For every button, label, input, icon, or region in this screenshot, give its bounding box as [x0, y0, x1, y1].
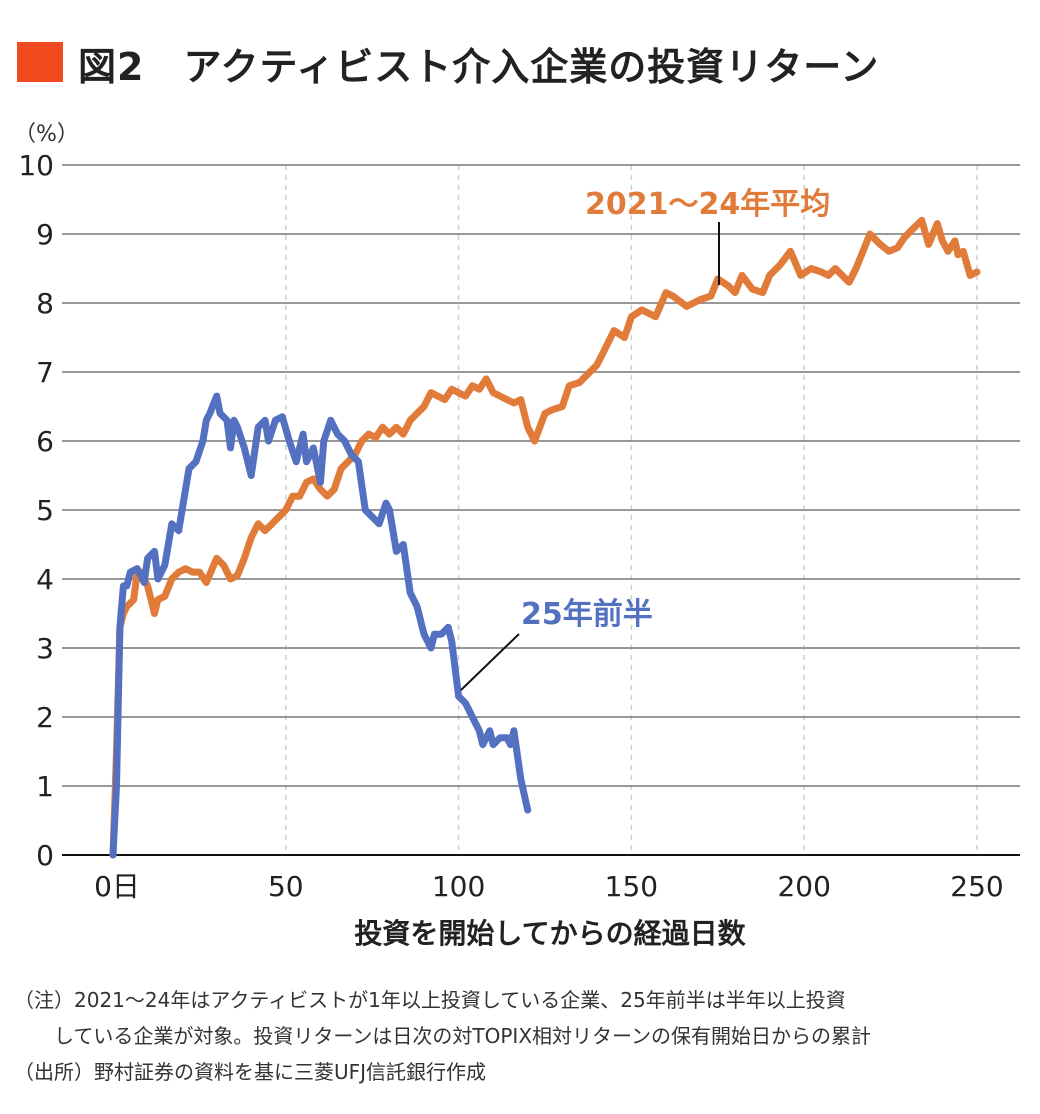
- x-tick-label: 150: [605, 870, 658, 903]
- y-tick-label: 10: [18, 149, 54, 182]
- note-line-2: している企業が対象。投資リターンは日次の対TOPIX相対リターンの保有開始日から…: [14, 1024, 872, 1048]
- y-axis-unit: （%）: [14, 122, 79, 147]
- y-tick-label: 4: [36, 563, 54, 596]
- source-line: （出所）野村証券の資料を基に三菱UFJ信託銀行作成: [14, 1060, 487, 1084]
- title-marker: [17, 42, 63, 82]
- y-tick-label: 7: [36, 356, 54, 389]
- series-line-1: [109, 392, 532, 859]
- x-tick-label: 250: [950, 870, 1003, 903]
- tick-labels: 0日 50 100 150 200 250 0 1 2 3 4 5 6 7 8 9 10: [18, 149, 1003, 903]
- series-label-25: 25年前半: [521, 597, 653, 632]
- y-tick-label: 9: [36, 218, 54, 251]
- series-line-0: [109, 216, 981, 859]
- y-tick-label: 3: [36, 632, 54, 665]
- x-tick-label: 0日: [94, 870, 140, 903]
- y-tick-label: 5: [36, 494, 54, 527]
- y-tick-label: 1: [36, 770, 54, 803]
- y-tick-label: 2: [36, 701, 54, 734]
- note-line-1: （注）2021～24年はアクティビストが1年以上投資している企業、25年前半は半…: [14, 988, 846, 1012]
- y-tick-label: 0: [36, 839, 54, 872]
- series-lines: [109, 216, 981, 859]
- leader-line-25: [460, 633, 520, 691]
- x-tick-label: 100: [432, 870, 485, 903]
- y-tick-label: 6: [36, 425, 54, 458]
- series-label-2021-24: 2021～24年平均: [585, 187, 830, 222]
- grid: [62, 164, 1020, 856]
- chart-title: 図2 アクティビスト介入企業の投資リターン: [78, 45, 880, 89]
- y-tick-label: 8: [36, 287, 54, 320]
- x-tick-label: 200: [777, 870, 830, 903]
- x-tick-label: 50: [268, 870, 304, 903]
- x-axis-title: 投資を開始してからの経過日数: [354, 917, 746, 950]
